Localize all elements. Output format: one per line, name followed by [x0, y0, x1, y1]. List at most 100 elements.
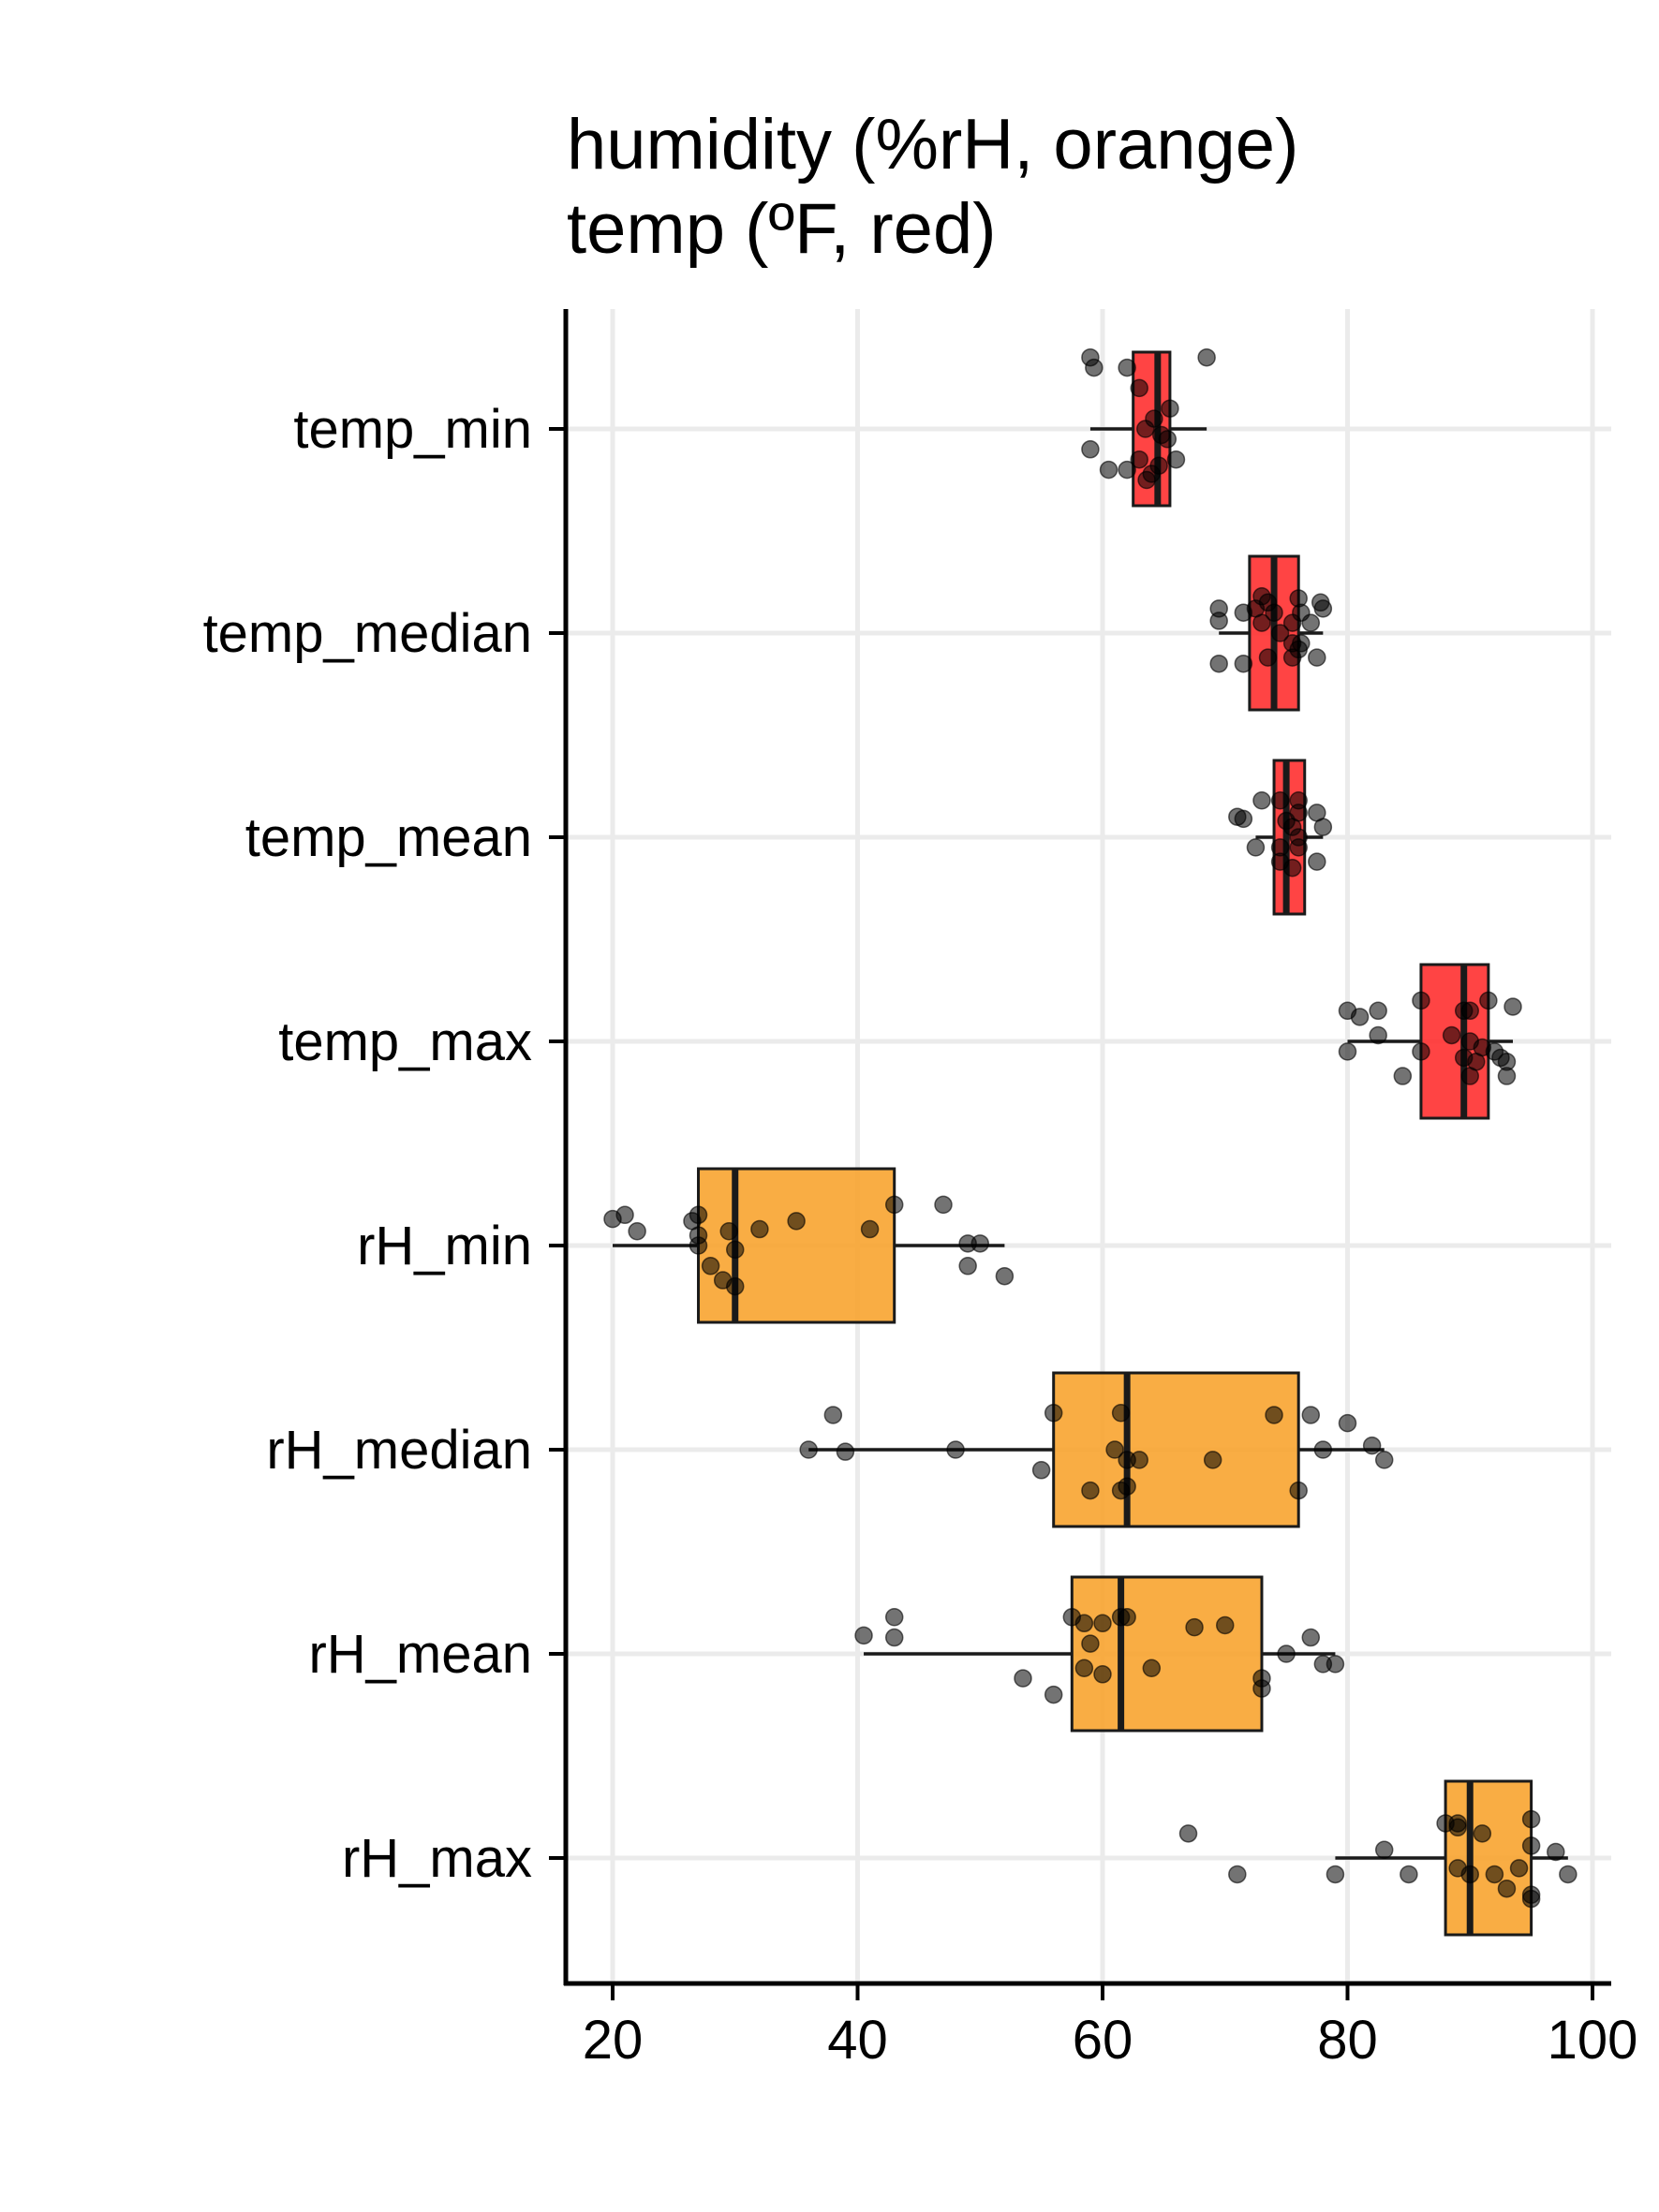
point-rH_median-8: [1338, 1413, 1357, 1433]
point-temp_median-1: [1209, 612, 1228, 630]
point-rH_max-15: [1509, 1859, 1529, 1878]
point-rH_min-8: [787, 1212, 806, 1231]
point-rH_max-0: [1178, 1824, 1198, 1843]
point-rH_mean-12: [1301, 1628, 1321, 1647]
point-rH_mean-19: [1044, 1685, 1063, 1704]
point-temp_min-4: [1161, 399, 1179, 418]
y-tick-label-temp_median: temp_median: [203, 603, 532, 664]
point-rH_median-5: [1111, 1404, 1131, 1423]
point-rH_max-11: [1559, 1865, 1578, 1884]
point-rH_median-3: [946, 1440, 965, 1459]
y-tick-label-temp_mean: temp_mean: [245, 807, 532, 868]
point-temp_median-11: [1313, 599, 1333, 618]
point-rH_min-2: [628, 1221, 646, 1241]
x-tick-label-100: 100: [1548, 2010, 1638, 2071]
point-rH_mean-2: [884, 1628, 904, 1647]
point-rH_min-11: [934, 1195, 953, 1215]
point-temp_min-3: [1130, 378, 1148, 398]
chart-title-line-1: humidity (%rH, orange): [567, 105, 1298, 184]
point-temp_max-17: [1393, 1067, 1413, 1085]
point-rH_min-13: [970, 1234, 989, 1253]
point-rH_min-18: [701, 1257, 720, 1276]
point-temp_min-1: [1085, 358, 1104, 377]
x-tick-label-60: 60: [1073, 2010, 1133, 2071]
point-temp_min-14: [1130, 450, 1148, 469]
point-temp_min-7: [1136, 420, 1155, 438]
box-temp_median: [1209, 554, 1333, 712]
point-rH_max-9: [1521, 1836, 1541, 1855]
point-temp_min-5: [1197, 347, 1216, 367]
point-rH_median-9: [1362, 1436, 1382, 1455]
point-rH_median-2: [836, 1442, 855, 1461]
point-rH_max-14: [1485, 1865, 1504, 1884]
point-rH_mean-15: [1074, 1659, 1094, 1678]
point-rH_median-12: [1105, 1440, 1124, 1459]
box-rect-rH_max: [1444, 1779, 1533, 1937]
point-temp_max-20: [1338, 1042, 1357, 1061]
point-temp_mean-13: [1289, 838, 1308, 857]
point-temp_min-12: [1099, 460, 1118, 479]
point-rH_mean-9: [1216, 1615, 1235, 1635]
point-rH_min-6: [719, 1221, 738, 1241]
x-tick-label-20: 20: [583, 2010, 644, 2071]
tick-labels: 20 40 60 80 100 temp_min temp_median temp_meant…: [203, 399, 1638, 2071]
point-rH_max-16: [1497, 1879, 1517, 1898]
point-rH_median-19: [1118, 1477, 1136, 1496]
point-rH_median-6: [1265, 1406, 1283, 1424]
point-rH_median-10: [1374, 1451, 1394, 1469]
point-temp_max-1: [1350, 1008, 1370, 1026]
y-tick-label-rH_max: rH_max: [342, 1828, 532, 1889]
x-tick-label-80: 80: [1317, 2010, 1378, 2071]
point-rH_max-13: [1460, 1865, 1479, 1884]
point-rH_min-10: [884, 1195, 904, 1215]
point-temp_min-16: [1149, 456, 1168, 475]
point-temp_max-21: [1412, 1042, 1430, 1061]
point-temp_median-19: [1258, 648, 1278, 667]
chart-title: humidity (%rH, orange) temp (ºF, red): [567, 105, 1298, 269]
point-temp_median-12: [1301, 613, 1321, 632]
point-rH_median-4: [1044, 1404, 1063, 1423]
point-temp_median-14: [1270, 624, 1290, 642]
y-tick-label-rH_mean: rH_mean: [308, 1624, 532, 1685]
point-temp_median-13: [1252, 613, 1271, 632]
point-rH_median-17: [1081, 1481, 1100, 1500]
point-rH_min-1: [615, 1205, 634, 1225]
point-rH_median-0: [823, 1406, 843, 1424]
point-rH_mean-0: [854, 1626, 873, 1645]
point-rH_min-16: [689, 1236, 708, 1255]
point-rH_max-3: [1374, 1840, 1394, 1860]
point-temp_mean-15: [1282, 858, 1302, 877]
y-tick-label-rH_min: rH_min: [357, 1216, 532, 1276]
point-temp_median-17: [1209, 654, 1228, 673]
boxes: [603, 347, 1578, 1937]
point-temp_mean-2: [1252, 791, 1271, 810]
point-temp_max-2: [1369, 1001, 1387, 1021]
point-temp_mean-10: [1277, 811, 1296, 831]
point-rH_mean-18: [1014, 1669, 1032, 1688]
point-temp_max-9: [1442, 1025, 1461, 1045]
point-rH_max-4: [1400, 1865, 1418, 1884]
box-temp_mean: [1228, 759, 1333, 916]
point-rH_mean-7: [1118, 1608, 1136, 1627]
box-rect-rH_median: [1052, 1371, 1300, 1528]
point-temp_max-7: [1503, 997, 1522, 1016]
point-rH_median-20: [1289, 1481, 1308, 1500]
box-temp_min: [1081, 347, 1216, 508]
point-temp_mean-11: [1246, 838, 1266, 857]
box-rH_median: [799, 1371, 1394, 1528]
point-rH_mean-5: [1093, 1614, 1112, 1633]
point-temp_max-19: [1497, 1067, 1517, 1085]
y-tick-label-temp_max: temp_max: [278, 1011, 532, 1072]
y-tick-label-temp_min: temp_min: [293, 399, 532, 460]
point-temp_max-6: [1479, 991, 1498, 1010]
point-rH_max-10: [1547, 1842, 1565, 1862]
point-temp_min-11: [1081, 440, 1100, 459]
point-rH_min-14: [958, 1257, 977, 1276]
point-temp_median-18: [1234, 654, 1253, 673]
y-tick-label-rH_median: rH_median: [266, 1420, 532, 1481]
point-temp_mean-7: [1313, 818, 1333, 836]
point-rH_mean-8: [1185, 1617, 1204, 1637]
point-temp_mean-16: [1308, 852, 1326, 871]
point-temp_median-21: [1292, 634, 1311, 653]
